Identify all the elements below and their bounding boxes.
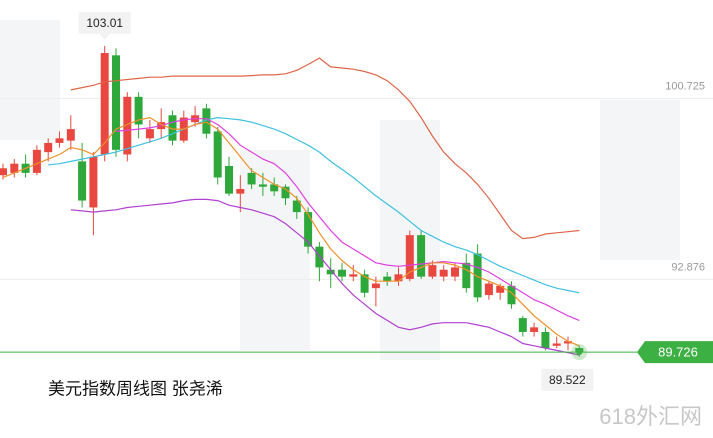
candle-body [428, 265, 437, 277]
candle-body [78, 161, 87, 201]
indicator-line [48, 116, 580, 294]
candle-body [507, 285, 516, 305]
candle-body [247, 172, 256, 185]
candle-body [304, 212, 313, 247]
candle-body [100, 53, 109, 155]
indicator-line [70, 57, 580, 240]
max-tag-pointer [99, 33, 110, 40]
max-label: 103.01 [86, 16, 123, 30]
candle-body [473, 253, 482, 298]
candle-body [552, 343, 561, 346]
candle-body [383, 276, 392, 282]
candle-body [349, 274, 358, 277]
candle-body [66, 129, 75, 141]
candle-body [213, 131, 222, 178]
candle-body [518, 318, 527, 332]
candle-body [202, 108, 211, 134]
candle-body [530, 327, 539, 332]
candle-body [44, 142, 53, 153]
candle-body [10, 163, 19, 173]
candle-body [168, 115, 177, 141]
candle-body [145, 129, 154, 139]
last-price-tag [637, 341, 713, 364]
candle-body [0, 168, 7, 176]
min-tag [541, 368, 594, 391]
candle-body [541, 331, 550, 349]
candle-body [292, 200, 301, 213]
indicator-line [115, 118, 580, 321]
candle-body [451, 267, 459, 277]
candle-body [236, 189, 245, 194]
bg-building [0, 20, 60, 140]
y-tick-label: 92.876 [671, 261, 705, 273]
candle-body [405, 235, 414, 279]
candle-body [112, 55, 120, 150]
candle-body [360, 274, 369, 293]
last-price-label: 89.726 [658, 345, 698, 360]
candle-body [258, 184, 267, 187]
candle-body [496, 285, 505, 293]
min-label: 89.522 [549, 373, 586, 387]
candle-body [270, 184, 279, 192]
candle-body [89, 156, 98, 208]
candle-body [281, 186, 290, 199]
y-tick-label: 100.725 [665, 80, 705, 92]
indicator-line [70, 198, 580, 356]
candle-body [225, 165, 233, 194]
candle-body [394, 274, 403, 282]
max-tag [78, 11, 131, 34]
indicator-line [2, 116, 580, 347]
candle-body [326, 269, 335, 275]
last-price-dot [576, 349, 583, 356]
candle-body [134, 96, 143, 125]
candle-body [564, 341, 572, 344]
candle-body [123, 96, 132, 155]
watermark: 618外汇网 [599, 404, 702, 429]
candle-body [484, 283, 493, 296]
candle-body [439, 269, 448, 277]
chart-title: 美元指数周线图 张尧浠 [48, 379, 223, 398]
candle-body [338, 269, 346, 277]
candle-body [462, 262, 471, 289]
candle-body [315, 246, 324, 268]
bg-building [600, 100, 680, 260]
candle-body [32, 149, 41, 173]
candle-body [55, 138, 64, 143]
candle-body [417, 235, 426, 277]
candle-body [371, 283, 380, 289]
